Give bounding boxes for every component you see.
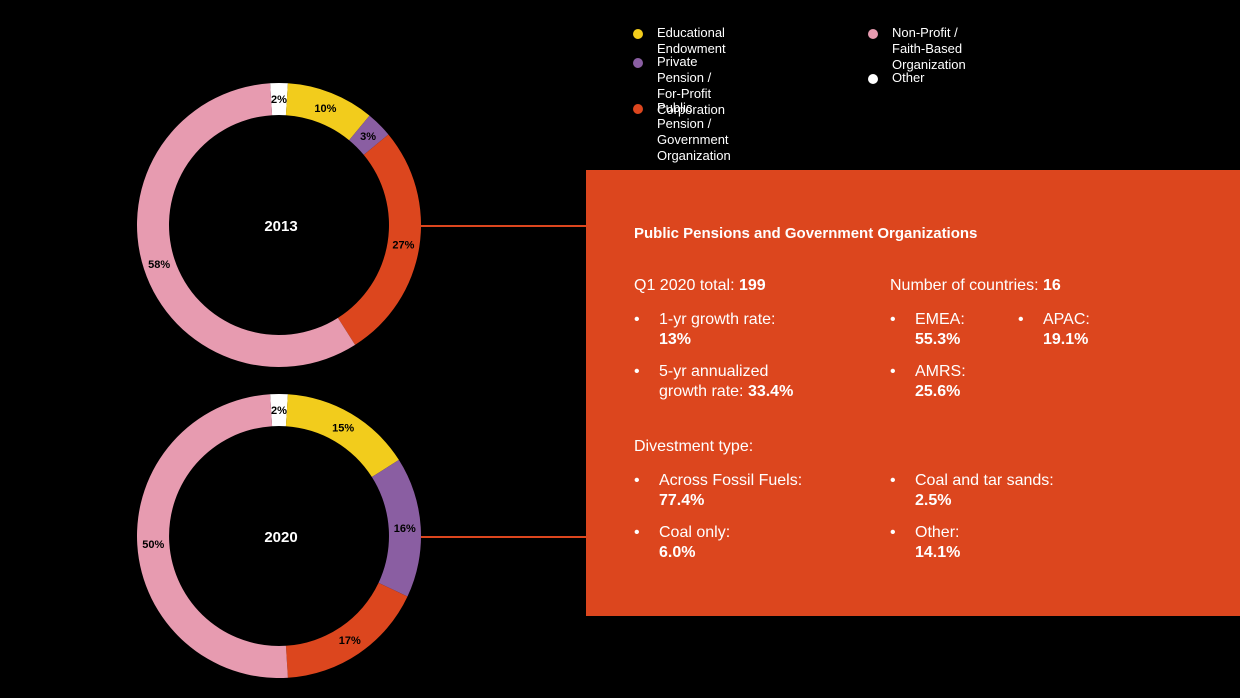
bullet: • xyxy=(890,363,896,380)
coal-tar-value: 2.5% xyxy=(915,492,952,509)
donut-slice xyxy=(136,394,288,678)
apac-label: APAC: xyxy=(1043,311,1090,328)
slice-label: 3% xyxy=(360,131,376,143)
donut-slice xyxy=(337,134,421,345)
legend-swatch xyxy=(868,74,878,84)
coal-only-value: 6.0% xyxy=(659,544,696,561)
growth-5yr-label-line2: growth rate: xyxy=(659,383,748,400)
donut-slice xyxy=(285,394,399,478)
info-title: Public Pensions and Government Organizat… xyxy=(634,225,978,242)
connector-line-2013 xyxy=(421,225,587,227)
other-label: Other: xyxy=(915,524,960,541)
bullet: • xyxy=(890,472,896,489)
slice-label: 16% xyxy=(394,523,416,535)
donut-slice xyxy=(270,83,288,116)
coal-tar-label: Coal and tar sands: xyxy=(915,472,1054,489)
countries-value: 16 xyxy=(1042,277,1061,294)
slice-label: 2% xyxy=(271,94,287,106)
legend-swatch xyxy=(633,29,643,39)
divestment-label: Divestment type: xyxy=(634,438,754,455)
amrs-label: AMRS: xyxy=(915,363,966,380)
donut-2013: 2% 10% 3% 27% 58% 2013 xyxy=(136,83,421,367)
slice-label: 27% xyxy=(392,240,414,252)
countries-label: Number of countries: xyxy=(890,277,1043,294)
donut-slice xyxy=(285,83,370,141)
emea-label: EMEA: xyxy=(915,311,965,328)
donut-center-label: 2020 xyxy=(264,529,297,546)
slice-label: 15% xyxy=(332,423,354,435)
slice-label: 2% xyxy=(271,405,287,417)
bullet: • xyxy=(890,311,896,328)
amrs-value: 25.6% xyxy=(915,383,961,400)
donut-center-label: 2013 xyxy=(264,218,297,235)
slice-label: 58% xyxy=(148,259,170,271)
donut-slice xyxy=(285,582,408,678)
legend-swatch xyxy=(633,58,643,68)
bullet: • xyxy=(890,524,896,541)
legend-label: Private Pension / For-Profit Corporation xyxy=(657,54,725,117)
info-panel: Public Pensions and Government Organizat… xyxy=(586,170,1240,616)
slice-label: 17% xyxy=(339,635,361,647)
slice-label: 50% xyxy=(142,539,164,551)
legend-label: Non-Profit / Faith-Based Organization xyxy=(892,25,966,72)
growth-1yr-value: 13% xyxy=(659,331,692,348)
other-value: 14.1% xyxy=(915,544,961,561)
legend-label: Public Pension / Government Organization xyxy=(657,100,731,163)
countries-line: Number of countries: 16 xyxy=(890,277,1061,295)
bullet: • xyxy=(1018,311,1024,328)
coal-only-label: Coal only: xyxy=(659,524,731,541)
connector-line-2020 xyxy=(421,536,587,538)
fossil-label: Across Fossil Fuels: xyxy=(659,472,803,489)
donut-slice xyxy=(270,394,288,427)
growth-5yr-label-line1: 5-yr annualized xyxy=(659,363,769,380)
fossil-value: 77.4% xyxy=(659,492,705,509)
legend-label: Educational Endowment xyxy=(657,25,726,56)
bullet: • xyxy=(634,311,640,328)
bullet: • xyxy=(634,363,640,380)
donut-slice xyxy=(349,115,389,155)
legend-label: Other xyxy=(892,70,925,85)
legend-swatch xyxy=(868,29,878,39)
donut-2020: 2% 15% 16% 17% 50% 2020 xyxy=(136,394,421,678)
growth-1yr-label: 1-yr growth rate: xyxy=(659,311,776,328)
apac-value: 19.1% xyxy=(1043,331,1089,348)
bullet: • xyxy=(634,472,640,489)
donut-slice xyxy=(136,83,356,367)
emea-value: 55.3% xyxy=(915,331,961,348)
total-value: 199 xyxy=(738,277,766,294)
slice-label: 10% xyxy=(314,103,336,115)
growth-5yr-value: 33.4% xyxy=(747,383,794,400)
bullet: • xyxy=(634,524,640,541)
donut-slice xyxy=(371,459,421,597)
legend-swatch xyxy=(633,104,643,114)
total-label: Q1 2020 total: xyxy=(634,277,739,294)
total-line: Q1 2020 total: 199 xyxy=(634,277,766,295)
